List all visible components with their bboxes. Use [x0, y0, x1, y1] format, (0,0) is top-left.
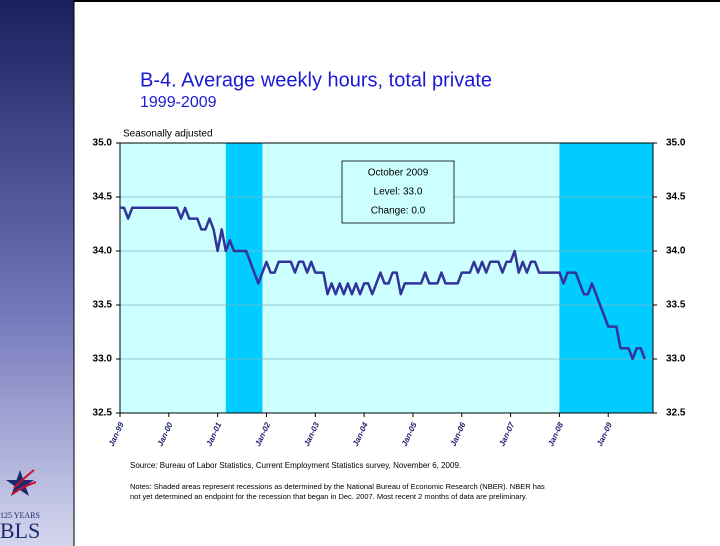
- x-tick-label: Jan-99: [107, 420, 126, 447]
- x-tick-label: Jan-03: [302, 420, 321, 447]
- notes: Notes: Shaded areas represent recessions…: [130, 482, 545, 491]
- plot-area: 32.5 33.0 33.5 34.0 34.5 35.0 32.5 33.0 33.5 34.0…: [93, 138, 686, 448]
- chart-subtitle: 1999-2009: [140, 94, 217, 111]
- y2-tick-label: 33.0: [666, 354, 686, 365]
- notes: not yet determined an endpoint for the r…: [130, 492, 527, 501]
- y2-tick-label: 32.5: [666, 408, 686, 419]
- x-tick-label: Jan-04: [351, 420, 370, 447]
- axis-note: Seasonally adjusted: [123, 129, 213, 140]
- y-tick-label: 33.5: [93, 300, 113, 311]
- side-bar: [0, 0, 74, 546]
- x-tick-label: Jan-07: [497, 420, 516, 447]
- y2-tick-label: 34.0: [666, 246, 686, 257]
- x-tick-label: Jan-02: [253, 420, 272, 447]
- y-tick-label: 34.0: [93, 246, 113, 257]
- y-tick-label: 33.0: [93, 354, 113, 365]
- y2-tick-label: 33.5: [666, 300, 686, 311]
- logo: 125 YEARS BLS: [0, 469, 40, 543]
- annotation-text: Level: 33.0: [374, 187, 423, 198]
- recession-band: [559, 143, 653, 413]
- logo-bls: BLS: [0, 518, 40, 543]
- x-tick-label: Jan-05: [400, 420, 419, 447]
- y-tick-label: 35.0: [93, 138, 113, 149]
- annotation-text: Change: 0.0: [371, 206, 426, 217]
- x-tick-label: Jan-08: [546, 420, 565, 447]
- annotation-box: [341, 160, 455, 224]
- logo-swoosh: [11, 481, 37, 495]
- x-tick-label: Jan-09: [595, 420, 614, 447]
- y2-tick-label: 35.0: [666, 138, 686, 149]
- annotation-text: October 2009: [368, 168, 429, 179]
- x-tick-label: Jan-00: [156, 420, 175, 447]
- y-tick-label: 32.5: [93, 408, 113, 419]
- x-tick-label: Jan-01: [204, 420, 223, 447]
- plot-border: [119, 142, 654, 414]
- source: Source: Bureau of Labor Statistics, Curr…: [130, 461, 461, 470]
- data-line: [120, 206, 647, 361]
- y-tick-label: 34.5: [93, 192, 113, 203]
- logo-years: 125 YEARS: [0, 511, 40, 520]
- logo-swoosh: [13, 469, 35, 489]
- chart-title: B-4. Average weekly hours, total private: [140, 69, 492, 91]
- y2-tick-label: 34.5: [666, 192, 686, 203]
- x-tick-label: Jan-06: [449, 420, 468, 447]
